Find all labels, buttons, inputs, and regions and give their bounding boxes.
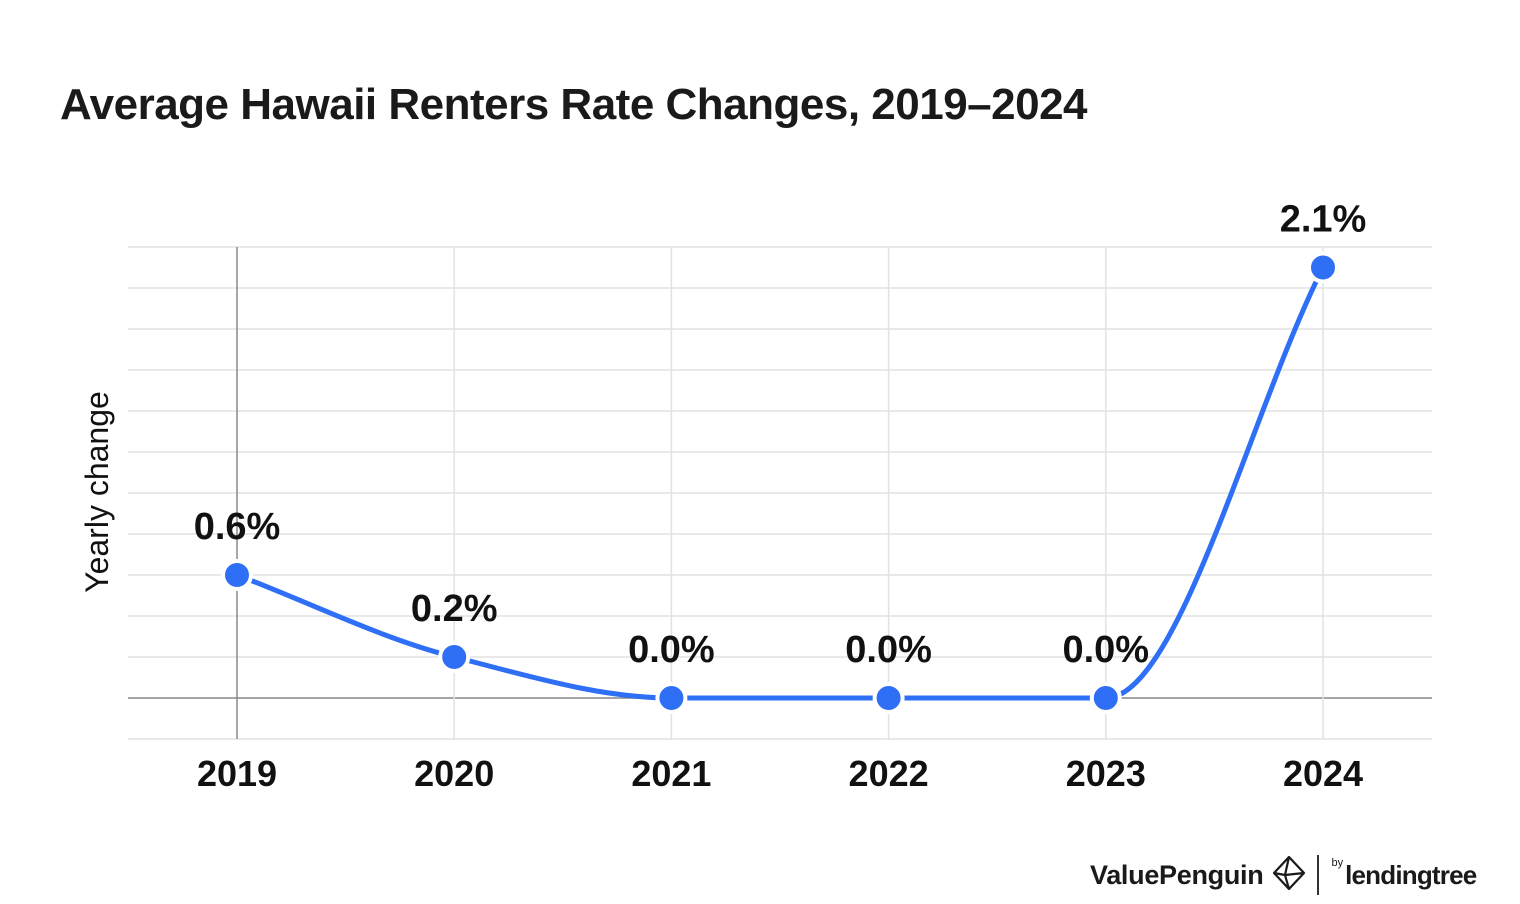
x-axis-ticks: 2019 2020 2021 2022 2023 2024 xyxy=(197,753,1363,794)
x-tick-label: 2024 xyxy=(1283,753,1363,794)
data-point xyxy=(1089,682,1122,714)
data-label: 0.0% xyxy=(1062,629,1149,671)
x-tick-label: 2022 xyxy=(849,753,929,794)
data-point xyxy=(655,682,688,714)
data-point xyxy=(1307,251,1339,284)
penguin-logo-icon xyxy=(1271,855,1307,896)
data-label: 0.0% xyxy=(845,629,932,671)
partner-logo: lendingtree xyxy=(1345,859,1477,890)
brand-by-text: by xyxy=(1331,857,1344,869)
x-tick-label: 2020 xyxy=(414,753,494,794)
brand-footer: ValuePenguin by lendingtree xyxy=(1090,852,1477,898)
series-line xyxy=(234,265,1326,701)
data-label: 0.0% xyxy=(628,629,715,671)
chart-title: Average Hawaii Renters Rate Changes, 201… xyxy=(60,80,1088,129)
x-tick-label: 2021 xyxy=(631,753,711,794)
data-label: 2.1% xyxy=(1280,199,1367,241)
data-point xyxy=(221,559,253,591)
x-tick-label: 2023 xyxy=(1066,753,1146,794)
data-label: 0.6% xyxy=(194,506,281,548)
brand-name: ValuePenguin xyxy=(1090,859,1264,890)
brand-divider xyxy=(1317,855,1320,895)
data-labels: 0.6% 0.2% 0.0% 0.0% 0.0% 2.1% xyxy=(194,199,1367,672)
x-tick-label: 2019 xyxy=(197,753,277,794)
data-label: 0.2% xyxy=(411,588,498,630)
y-axis-label: Yearly change xyxy=(79,391,115,593)
data-point xyxy=(438,641,471,673)
grid-lines xyxy=(128,246,1432,740)
data-point xyxy=(872,682,905,714)
data-points xyxy=(221,251,1339,714)
